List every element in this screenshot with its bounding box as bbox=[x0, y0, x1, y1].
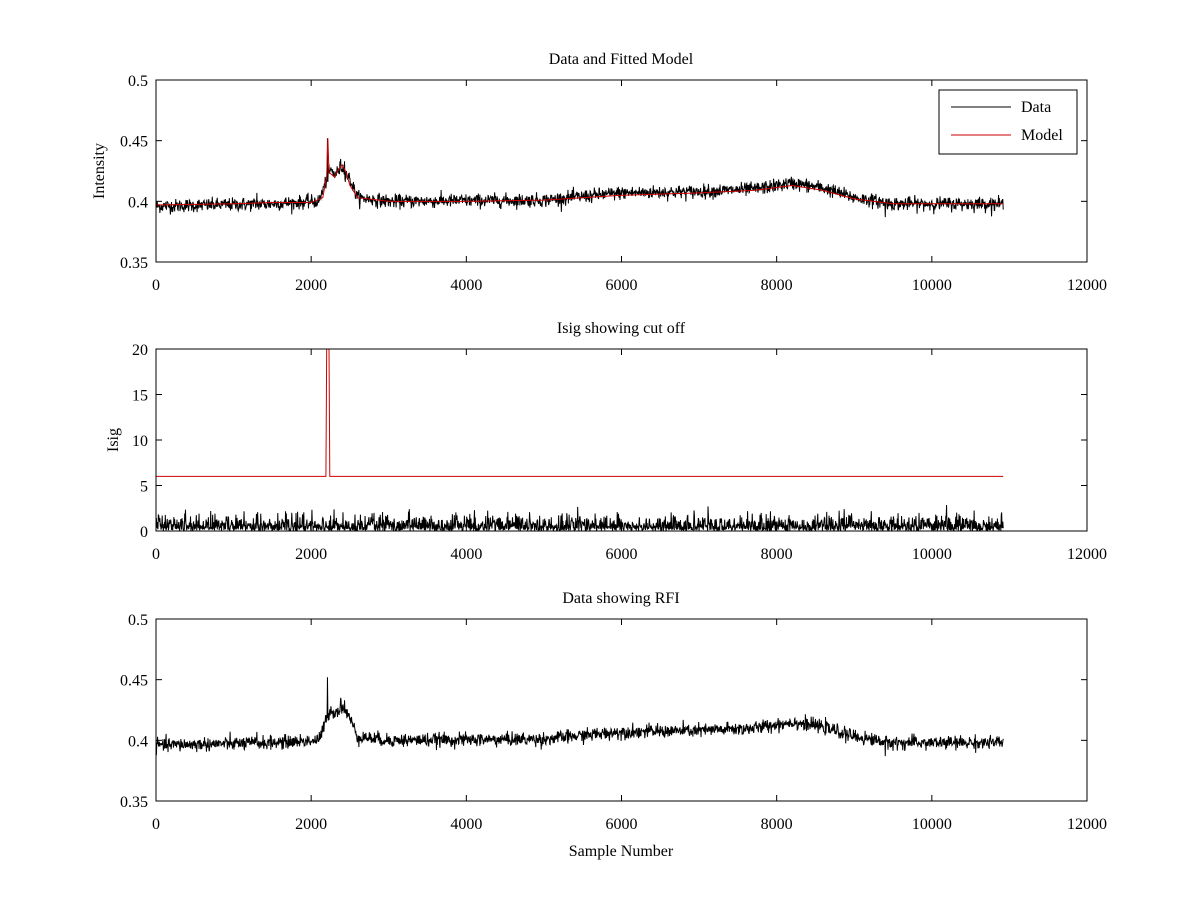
panel-2-xtick-label: 6000 bbox=[606, 546, 638, 563]
panel-2-ytick-label: 15 bbox=[132, 388, 148, 405]
panel-2-series-cut-off bbox=[156, 349, 1004, 477]
panel-3-xtick-label: 4000 bbox=[450, 816, 482, 833]
panel-3-series-data bbox=[156, 677, 1004, 757]
panel-2-xtick-label: 0 bbox=[152, 546, 160, 563]
panel-1-series-model bbox=[156, 138, 1004, 206]
panel-3-xtick-label: 6000 bbox=[606, 816, 638, 833]
panel-3-xlabel: Sample Number bbox=[569, 843, 674, 860]
legend-label-data: Data bbox=[1021, 99, 1051, 116]
panel-3-xtick-label: 10000 bbox=[912, 816, 952, 833]
panel-1-xtick-label: 4000 bbox=[450, 277, 482, 294]
panel-1-xtick-label: 8000 bbox=[761, 277, 793, 294]
panel-1-title: Data and Fitted Model bbox=[549, 51, 694, 68]
panel-2-xtick-label: 2000 bbox=[295, 546, 327, 563]
panel-1-ytick-label: 0.35 bbox=[120, 255, 148, 272]
panel-2-xtick-label: 10000 bbox=[912, 546, 952, 563]
panel-2-xtick-label: 12000 bbox=[1067, 546, 1107, 563]
panel-3-xtick-label: 8000 bbox=[761, 816, 793, 833]
panel-1-xtick-label: 0 bbox=[152, 277, 160, 294]
panel-2-ytick-label: 10 bbox=[132, 433, 148, 450]
panel-3-xtick-label: 12000 bbox=[1067, 816, 1107, 833]
panel-1-xtick-label: 2000 bbox=[295, 277, 327, 294]
panel-3-ytick-label: 0.4 bbox=[128, 733, 148, 750]
panel-3-title: Data showing RFI bbox=[562, 590, 679, 607]
panel-1-series-data bbox=[156, 138, 1004, 218]
panel-1-ytick-label: 0.4 bbox=[128, 194, 148, 211]
panel-1-ytick-label: 0.5 bbox=[128, 73, 148, 90]
panel-3-ytick-label: 0.45 bbox=[120, 673, 148, 690]
panel-3-ytick-label: 0.5 bbox=[128, 612, 148, 629]
panel-1-xtick-label: 10000 bbox=[912, 277, 952, 294]
panel-2-xtick-label: 4000 bbox=[450, 546, 482, 563]
panel-2: Isig showing cut off Isig 0 2000 4000 6000 8… bbox=[105, 320, 1107, 563]
panel-1: Data and Fitted Model Intensity 0 2000 400… bbox=[91, 51, 1107, 294]
panel-2-series-isig bbox=[156, 505, 1004, 531]
panel-1-legend: Data Model bbox=[938, 89, 1078, 155]
legend-box bbox=[938, 89, 1078, 155]
panel-1-xtick-label: 12000 bbox=[1067, 277, 1107, 294]
panel-2-ytick-label: 20 bbox=[132, 342, 148, 359]
panel-3-xtick-label: 2000 bbox=[295, 816, 327, 833]
panel-3-xtick-label: 0 bbox=[152, 816, 160, 833]
panel-2-xtick-label: 8000 bbox=[761, 546, 793, 563]
panel-2-ytick-label: 5 bbox=[140, 479, 148, 496]
panel-3-ytick-label: 0.35 bbox=[120, 794, 148, 811]
panel-1-xtick-label: 6000 bbox=[606, 277, 638, 294]
panel-2-ylabel: Isig bbox=[105, 428, 122, 452]
panel-2-ytick-label: 0 bbox=[140, 524, 148, 541]
panel-3: Data showing RFI Sample Number 0 2000 4000… bbox=[120, 590, 1107, 860]
panel-1-ylabel: Intensity bbox=[91, 143, 108, 199]
panel-2-title: Isig showing cut off bbox=[557, 320, 686, 337]
legend-label-model: Model bbox=[1021, 127, 1063, 144]
panel-1-ytick-label: 0.45 bbox=[120, 134, 148, 151]
